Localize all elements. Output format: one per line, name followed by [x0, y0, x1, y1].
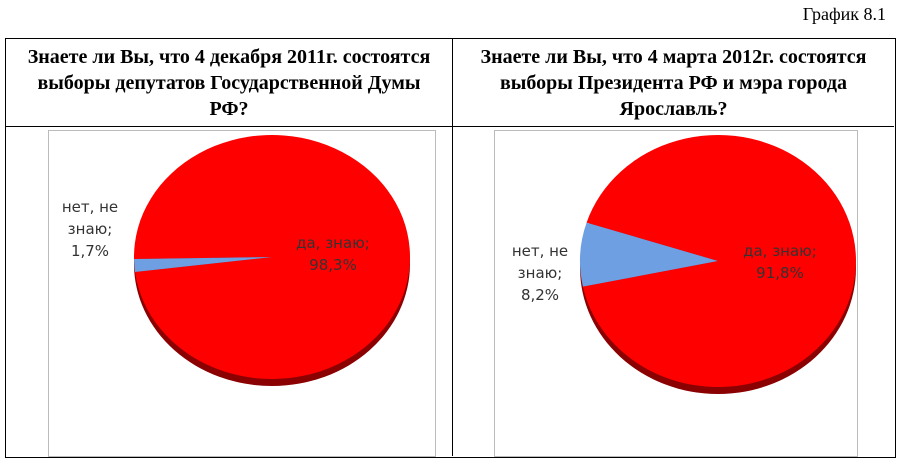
slice-value-label: 8,2%	[520, 286, 560, 304]
column-divider	[452, 38, 453, 456]
table-frame	[5, 38, 896, 458]
slice-value-label: 1,7%	[70, 242, 110, 260]
slice-category: нет, не знаю;	[61, 198, 119, 238]
pie-slice	[582, 135, 856, 388]
slice-label: да, знаю; 91,8%	[730, 240, 830, 284]
slice-category: да, знаю;	[296, 234, 370, 252]
slice-label: да, знаю; 98,3%	[283, 232, 383, 276]
chart-title: Знаете ли Вы, что 4 декабря 2011г. состо…	[27, 46, 431, 120]
pie-slice	[134, 257, 272, 272]
slice-label: нет, не знаю; 1,7%	[50, 196, 130, 262]
plot-area	[494, 130, 858, 457]
slice-value-label: 91,8%	[756, 264, 804, 282]
pie-slice	[580, 222, 718, 287]
slice-category: да, знаю;	[743, 242, 817, 260]
plot-area	[48, 130, 436, 457]
row-divider	[5, 126, 894, 127]
slice-value-label: 98,3%	[309, 256, 357, 274]
slice-category: нет, не знаю;	[511, 242, 569, 282]
chart-title: Знаете ли Вы, что 4 марта 2012г. состоят…	[480, 46, 867, 120]
slice-label: нет, не знаю; 8,2%	[500, 240, 580, 306]
figure-label: График 8.1	[802, 4, 886, 24]
pie-slice	[134, 135, 410, 380]
